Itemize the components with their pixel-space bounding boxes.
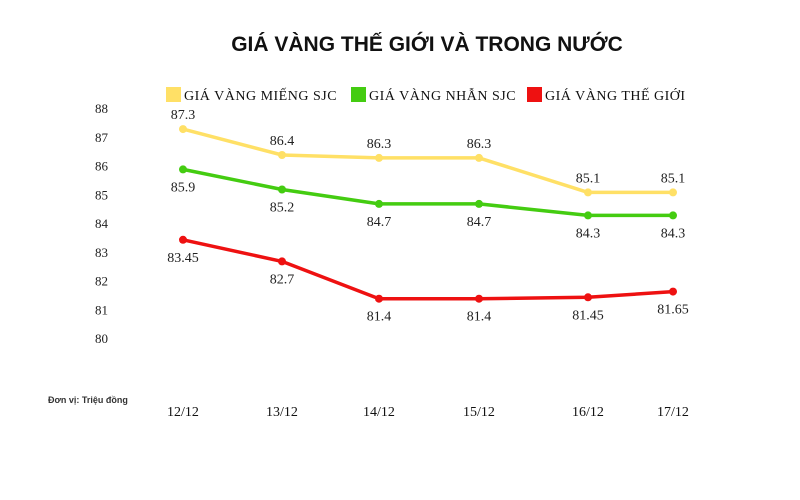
y-tick-label: 84 <box>95 216 109 231</box>
data-point <box>278 257 286 266</box>
data-label: 85.9 <box>171 180 196 195</box>
data-point <box>179 125 187 134</box>
data-label: 81.4 <box>467 310 492 325</box>
x-tick-label: 12/12 <box>167 405 199 420</box>
chart-legend: GIÁ VÀNG MIẾNG SJC GIÁ VÀNG NHẪN SJC GIÁ V… <box>166 86 686 104</box>
legend-swatch-gia-vang-the-gioi <box>527 87 542 102</box>
unit-note: Đơn vị: Triệu đồng <box>48 395 128 405</box>
legend-label-gia-vang-mieng-sjc: GIÁ VÀNG MIẾNG SJC <box>184 87 337 104</box>
data-label: 81.4 <box>367 310 392 325</box>
series-line <box>181 238 675 301</box>
data-label: 84.7 <box>367 215 392 230</box>
data-point <box>278 185 286 194</box>
data-point <box>375 294 383 303</box>
data-label: 81.65 <box>657 303 689 318</box>
y-tick-label: 81 <box>95 302 108 317</box>
data-label: 86.3 <box>367 137 392 152</box>
data-point <box>475 199 483 208</box>
data-label: 82.7 <box>270 272 295 287</box>
data-point <box>278 151 286 159</box>
data-point <box>475 153 483 162</box>
data-point <box>669 211 677 220</box>
data-label: 87.3 <box>171 108 196 123</box>
series-gia-vang-the-gioi: 83.45 82.7 81.4 81.4 81.45 81.65 <box>167 235 689 325</box>
data-label: 85.1 <box>576 171 601 186</box>
data-label: 83.45 <box>167 251 199 266</box>
legend-swatch-gia-vang-nhan-sjc <box>351 87 366 102</box>
data-point <box>669 188 677 197</box>
y-tick-label: 86 <box>95 159 109 174</box>
data-point <box>584 211 592 220</box>
data-point <box>584 293 592 302</box>
data-point <box>375 199 383 208</box>
chart-title: GIÁ VÀNG THẾ GIỚI VÀ TRONG NƯỚC <box>231 32 623 56</box>
x-tick-label: 14/12 <box>363 405 395 420</box>
x-tick-label: 13/12 <box>266 405 298 420</box>
series-line <box>181 167 675 218</box>
data-label: 86.4 <box>270 134 295 149</box>
data-label: 86.3 <box>467 137 492 152</box>
y-tick-label: 83 <box>95 245 108 260</box>
x-tick-label: 16/12 <box>572 405 604 420</box>
data-label: 85.2 <box>270 201 295 216</box>
series-gia-vang-nhan-sjc: 85.9 85.2 84.7 84.7 84.3 84.3 <box>171 165 686 241</box>
y-tick-label: 88 <box>95 101 108 116</box>
data-point <box>179 235 187 244</box>
y-axis: 80 81 82 83 84 85 86 87 88 <box>95 101 109 346</box>
data-label: 84.7 <box>467 215 492 230</box>
y-tick-label: 85 <box>95 187 108 202</box>
chart-series: 87.3 86.4 86.3 86.3 85.1 85.1 85.9 85.2 84.7 84.7… <box>167 108 689 325</box>
data-point <box>375 153 383 162</box>
x-tick-label: 15/12 <box>463 405 495 420</box>
series-line <box>181 127 675 195</box>
y-tick-label: 82 <box>95 274 108 289</box>
x-axis: 12/12 13/12 14/12 15/12 16/12 17/12 <box>167 405 689 420</box>
y-tick-label: 87 <box>95 130 109 145</box>
data-point <box>179 165 187 174</box>
data-label: 84.3 <box>661 226 686 241</box>
legend-label-gia-vang-nhan-sjc: GIÁ VÀNG NHẪN SJC <box>369 86 516 104</box>
legend-label-gia-vang-the-gioi: GIÁ VÀNG THẾ GIỚI <box>545 87 686 104</box>
data-label: 85.1 <box>661 171 686 186</box>
data-label: 84.3 <box>576 226 601 241</box>
legend-swatch-gia-vang-mieng-sjc <box>166 87 181 102</box>
y-tick-label: 80 <box>95 331 108 346</box>
data-point <box>669 287 677 296</box>
data-label: 81.45 <box>572 308 604 323</box>
data-point <box>584 188 592 197</box>
series-gia-vang-mieng-sjc: 87.3 86.4 86.3 86.3 85.1 85.1 <box>171 108 686 197</box>
x-tick-label: 17/12 <box>657 405 689 420</box>
data-point <box>475 294 483 303</box>
